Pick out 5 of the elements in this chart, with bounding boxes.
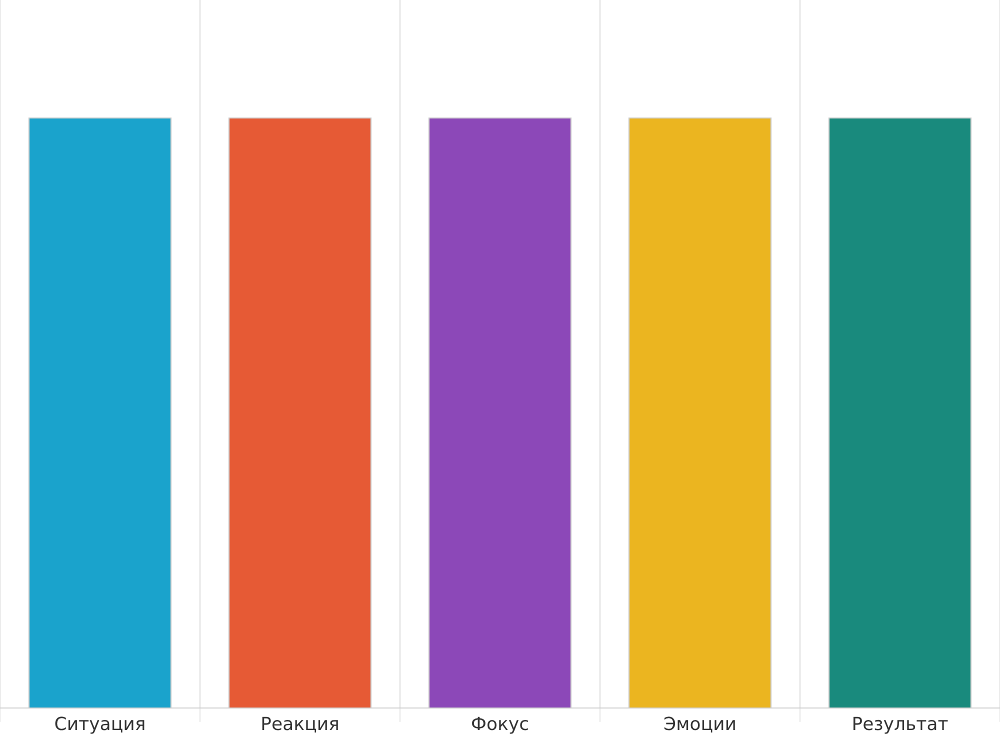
x-tick-label: Ситуация	[55, 716, 144, 734]
x-tick-label: Результат	[853, 716, 948, 734]
x-tick-label: Реакция	[262, 716, 338, 733]
x-tick-label: Эмоции	[664, 716, 735, 733]
x-tick-label: Фокус	[472, 716, 528, 734]
